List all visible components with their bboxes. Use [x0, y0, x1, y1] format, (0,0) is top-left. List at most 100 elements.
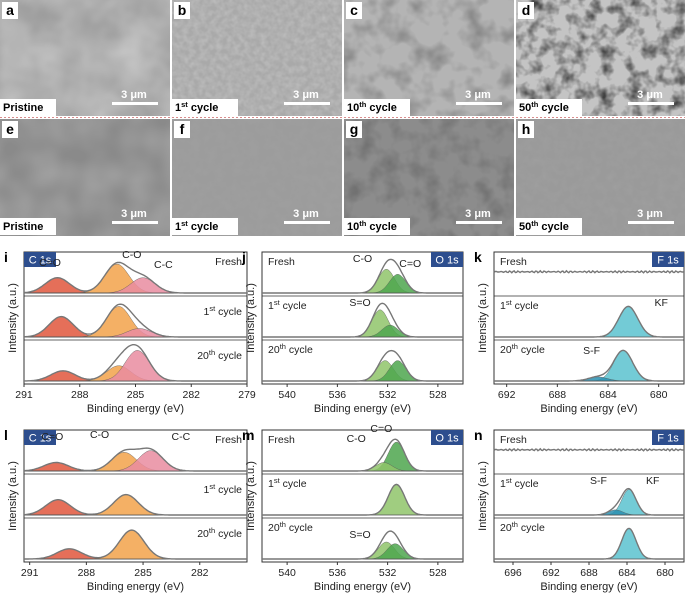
xps-panel-n: n F 1s Intensity (a.u.) 696 692 688 684 680 Bind…	[474, 427, 685, 593]
sem-panel-f	[172, 119, 342, 236]
sem-letter-box	[346, 121, 362, 138]
sem-panel-letter: b	[178, 2, 187, 18]
row-label-sup: st	[274, 298, 281, 307]
plot-frame	[261, 251, 464, 385]
sem-caption: 50th cycle	[519, 100, 569, 114]
row-label: Fresh	[215, 434, 242, 446]
panel-letter: m	[242, 427, 254, 443]
sem-caption: 10th cycle	[347, 219, 397, 233]
peak-label: C-O	[90, 429, 109, 441]
sem-caption-sup: th	[531, 219, 538, 228]
row-label-tail: cycle	[518, 344, 545, 356]
envelope-curve	[23, 493, 247, 516]
sem-caption: 50th cycle	[519, 219, 569, 233]
panel-letter: i	[4, 249, 8, 265]
row-label-tail: cycle	[280, 300, 307, 312]
scale-bar	[628, 102, 674, 105]
row-label-sup: th	[209, 348, 215, 357]
row-label-main: 1	[500, 300, 506, 312]
row-label-main: 1	[203, 306, 209, 318]
row-label-sup: th	[280, 342, 286, 351]
scale-bar-label: 3 μm	[465, 89, 491, 101]
sem-caption-box	[516, 218, 582, 235]
row-label-main: Fresh	[268, 434, 295, 446]
region-tag-box	[24, 252, 56, 267]
sem-caption-tail: cycle	[538, 102, 569, 114]
x-axis-title: Binding energy (eV)	[540, 403, 637, 415]
row-label-sup: st	[506, 298, 513, 307]
peak-label: C-O	[347, 433, 366, 445]
row-label-tail: cycle	[518, 522, 545, 534]
sem-caption-main: 50	[519, 102, 531, 114]
sem-caption-box	[172, 99, 238, 116]
sem-panel-c	[344, 0, 514, 116]
row-label: 1st cycle	[500, 298, 539, 312]
scale-bar	[284, 102, 330, 105]
peak-label: KF	[654, 297, 667, 309]
row-label: Fresh	[500, 256, 527, 268]
region-tag: F 1s	[657, 255, 679, 267]
xps-panel-j: j O 1s Intensity (a.u.) 540 536 532 528 Binding…	[241, 249, 464, 415]
peak-component-co	[262, 541, 463, 560]
row-label-sup: st	[274, 476, 281, 485]
peak-component-co	[262, 360, 463, 382]
peak-label: S-F	[590, 475, 607, 487]
sem-caption-sup: st	[181, 219, 188, 228]
x-tick-label: 282	[182, 389, 200, 401]
scale-bar-label: 3 μm	[637, 89, 663, 101]
peak-label: C=O	[41, 431, 63, 443]
region-tag: C 1s	[29, 255, 52, 267]
envelope-curve	[262, 530, 463, 560]
row-label-main: Fresh	[268, 256, 295, 268]
row-label-main: Fresh	[215, 256, 242, 268]
sem-panel-h	[516, 119, 685, 236]
x-tick-label: 282	[191, 567, 209, 579]
sem-panel-b	[172, 0, 342, 116]
sem-caption-main: Pristine	[3, 102, 43, 114]
peak-component-so	[262, 309, 463, 338]
row-label-sup: th	[512, 520, 518, 529]
y-axis-title: Intensity (a.u.)	[477, 283, 489, 353]
envelope-curve	[23, 447, 247, 472]
xps-panel-i: i C 1s Intensity (a.u.) 291 288 285 282 279 Bind…	[4, 249, 256, 415]
sem-caption-tail: cycle	[366, 221, 397, 233]
sem-caption: 10th cycle	[347, 100, 397, 114]
row-label-main: 20	[268, 344, 280, 356]
peak-label: C-C	[172, 431, 191, 443]
sem-caption: 1st cycle	[175, 219, 218, 233]
sem-panel-letter: h	[522, 121, 531, 137]
peak-component-sf	[494, 509, 684, 516]
y-axis-title: Intensity (a.u.)	[245, 461, 257, 531]
region-tag: O 1s	[435, 255, 459, 267]
envelope-curve	[493, 269, 685, 274]
scale-bar-label: 3 μm	[293, 89, 319, 101]
x-tick-label: 532	[379, 389, 397, 401]
peak-label: S-F	[583, 345, 600, 357]
scale-bar	[628, 221, 674, 224]
x-axis-title: Binding energy (eV)	[87, 581, 184, 593]
scale-bar-label: 3 μm	[465, 208, 491, 220]
sem-caption-tail: cycle	[188, 102, 219, 114]
row-label-sup: st	[209, 304, 216, 313]
sem-caption-tail: cycle	[366, 102, 397, 114]
row-label-tail: cycle	[215, 528, 242, 540]
scale-bar-label: 3 μm	[121, 89, 147, 101]
row-label-main: 20	[197, 350, 209, 362]
x-tick-label: 288	[71, 389, 89, 401]
xps-panel-l: l C 1s Intensity (a.u.) 291 288 285 282 Binding…	[4, 427, 248, 593]
row-label: 1st cycle	[203, 482, 242, 496]
x-tick-label: 536	[329, 389, 347, 401]
x-tick-label: 288	[78, 567, 96, 579]
row-label-sup: st	[506, 476, 513, 485]
row-label-main: 1	[268, 478, 274, 490]
y-axis-title: Intensity (a.u.)	[7, 283, 19, 353]
sem-caption-box	[516, 99, 582, 116]
sem-panel-d	[516, 0, 685, 116]
row-label: 1st cycle	[268, 298, 307, 312]
region-tag-box	[431, 252, 463, 267]
x-axis-title: Binding energy (eV)	[314, 581, 411, 593]
peak-label: C-O	[122, 249, 141, 261]
peak-label: C-C	[154, 259, 173, 271]
envelope-curve	[262, 483, 463, 516]
